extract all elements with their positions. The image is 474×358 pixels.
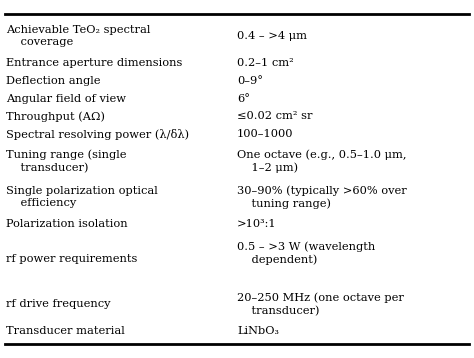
Text: LiNbO₃: LiNbO₃ bbox=[237, 326, 279, 336]
Text: Single polarization optical
    efficiency: Single polarization optical efficiency bbox=[6, 186, 158, 208]
Text: >10³:1: >10³:1 bbox=[237, 219, 277, 229]
Text: Angular field of view: Angular field of view bbox=[6, 93, 126, 103]
Text: rf drive frequency: rf drive frequency bbox=[6, 299, 110, 309]
Text: 20–250 MHz (one octave per
    transducer): 20–250 MHz (one octave per transducer) bbox=[237, 292, 404, 316]
Text: Achievable TeO₂ spectral
    coverage: Achievable TeO₂ spectral coverage bbox=[6, 25, 150, 47]
Text: 0.4 – >4 μm: 0.4 – >4 μm bbox=[237, 31, 307, 41]
Text: Transducer material: Transducer material bbox=[6, 326, 125, 336]
Text: rf power requirements: rf power requirements bbox=[6, 255, 137, 265]
Text: Entrance aperture dimensions: Entrance aperture dimensions bbox=[6, 58, 182, 68]
Text: Spectral resolving power (λ/δλ): Spectral resolving power (λ/δλ) bbox=[6, 129, 189, 140]
Text: ≤0.02 cm² sr: ≤0.02 cm² sr bbox=[237, 111, 312, 121]
Text: One octave (e.g., 0.5–1.0 μm,
    1–2 μm): One octave (e.g., 0.5–1.0 μm, 1–2 μm) bbox=[237, 149, 407, 173]
Text: 6°: 6° bbox=[237, 93, 250, 103]
Text: Polarization isolation: Polarization isolation bbox=[6, 219, 128, 229]
Text: 100–1000: 100–1000 bbox=[237, 129, 293, 139]
Text: Throughput (AΩ): Throughput (AΩ) bbox=[6, 111, 105, 122]
Text: 0–9°: 0–9° bbox=[237, 76, 263, 86]
Text: 0.2–1 cm²: 0.2–1 cm² bbox=[237, 58, 294, 68]
Text: Tuning range (single
    transducer): Tuning range (single transducer) bbox=[6, 149, 127, 173]
Text: Deflection angle: Deflection angle bbox=[6, 76, 100, 86]
Text: 30–90% (typically >60% over
    tuning range): 30–90% (typically >60% over tuning range… bbox=[237, 185, 407, 209]
Text: 0.5 – >3 W (wavelength
    dependent): 0.5 – >3 W (wavelength dependent) bbox=[237, 241, 375, 277]
